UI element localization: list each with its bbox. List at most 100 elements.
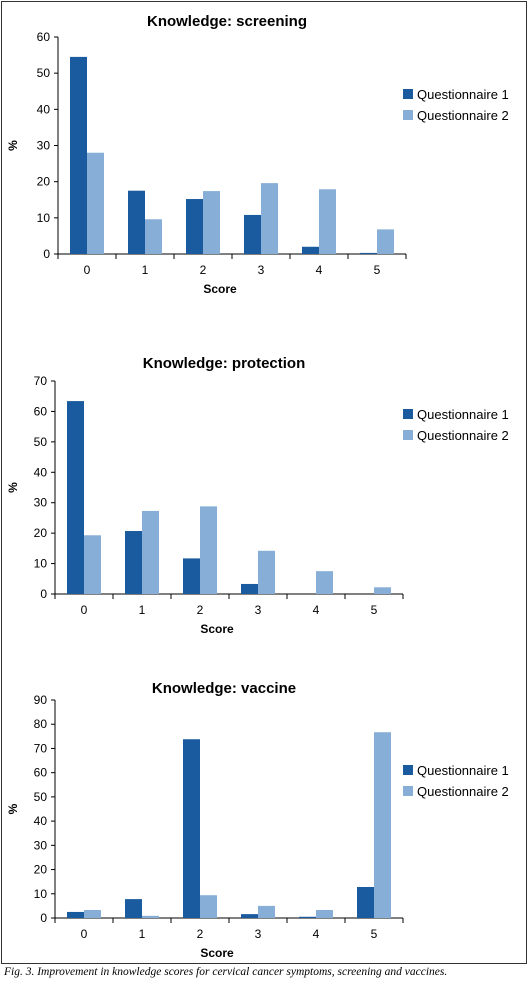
y-tick-label: 20: [34, 526, 48, 540]
x-tick-label: 5: [371, 927, 378, 941]
bar-q2-score-2: [200, 506, 217, 594]
x-tick-label: 2: [197, 927, 204, 941]
bar-q1-score-0: [67, 911, 84, 918]
x-tick-label: 0: [81, 603, 88, 617]
legend-swatch-q1: [403, 89, 413, 99]
y-axis-label: %: [6, 482, 20, 493]
legend-swatch-q1: [403, 409, 413, 419]
bar-q1-score-5: [360, 252, 377, 254]
y-tick-label: 40: [37, 102, 51, 116]
x-tick-label: 3: [255, 603, 262, 617]
y-tick-label: 40: [34, 465, 48, 479]
chart-vaccine: Knowledge: vaccine 0 10 20 30 40 50 60 70 80 90 0 1 2…: [6, 680, 509, 960]
y-tick-label: 50: [34, 435, 48, 449]
chart-title: Knowledge: screening: [147, 13, 307, 30]
x-tick-label: 2: [200, 263, 207, 277]
bar-q1-score-4: [302, 246, 319, 254]
y-tick-label: 0: [40, 911, 47, 925]
bar-q1-score-0: [70, 56, 87, 255]
legend-label-q1: Questionnaire 1: [417, 763, 509, 778]
y-tick-label: 50: [37, 66, 51, 80]
bar-q2-score-1: [142, 510, 159, 594]
bar-q2-score-4: [316, 910, 333, 918]
x-tick-label: 2: [197, 603, 204, 617]
bar-q2-score-3: [258, 905, 275, 918]
bar-q1-score-1: [125, 899, 142, 918]
legend-swatch-q2: [403, 430, 413, 440]
legend-label-q2: Questionnaire 2: [417, 428, 509, 443]
bar-q2-score-5: [374, 732, 391, 918]
bar-q1-score-2: [183, 558, 200, 594]
bar-q2-score-2: [203, 191, 220, 254]
bar-q2-score-1: [142, 915, 159, 918]
y-tick-label: 60: [37, 30, 51, 44]
bar-q2-score-5: [377, 229, 394, 254]
legend-label-q1: Questionnaire 1: [417, 407, 509, 422]
bar-q1-score-1: [128, 190, 145, 254]
y-tick-label: 60: [34, 766, 48, 780]
y-axis-label: %: [6, 803, 20, 814]
y-tick-label: 60: [34, 404, 48, 418]
legend-label-q2: Questionnaire 2: [417, 108, 509, 123]
x-axis-label: Score: [200, 946, 234, 960]
bar-q2-score-1: [145, 219, 162, 254]
y-tick-label: 70: [34, 741, 48, 755]
x-axis-label: Score: [200, 622, 234, 636]
y-tick-label: 10: [34, 887, 48, 901]
x-tick-label: 5: [371, 603, 378, 617]
x-tick-label: 5: [374, 263, 381, 277]
figure-caption: Fig. 3. Improvement in knowledge scores …: [4, 966, 448, 978]
y-tick-label: 0: [40, 587, 47, 601]
x-axis-label: Score: [203, 282, 237, 296]
chart-protection: Knowledge: protection 0 10 20 30 40 50 60 70 0 1 2 3…: [6, 355, 509, 636]
y-tick-label: 20: [37, 175, 51, 189]
y-tick-label: 0: [43, 247, 50, 261]
y-tick-label: 50: [34, 790, 48, 804]
x-tick-label: 4: [313, 603, 320, 617]
bar-q2-score-4: [319, 189, 336, 254]
bar-q2-score-5: [374, 587, 391, 594]
figure-frame: [1, 1, 527, 964]
y-tick-label: 90: [34, 693, 48, 707]
legend-swatch-q2: [403, 110, 413, 120]
y-tick-label: 30: [34, 496, 48, 510]
x-tick-label: 3: [258, 263, 265, 277]
bar-q1-score-3: [244, 214, 261, 254]
y-tick-label: 40: [34, 814, 48, 828]
y-tick-label: 70: [34, 374, 48, 388]
x-tick-label: 1: [139, 927, 146, 941]
chart-screening: Knowledge: screening 0 10 20 30 40 50 60 0 1 2 3 4 5 S…: [6, 13, 509, 296]
bar-q2-score-0: [84, 535, 101, 594]
legend-swatch-q2: [403, 786, 413, 796]
x-tick-label: 1: [139, 603, 146, 617]
y-tick-label: 20: [34, 863, 48, 877]
bar-q2-score-0: [87, 152, 104, 254]
bar-q1-score-5: [357, 886, 374, 918]
bar-q1-score-2: [183, 739, 200, 918]
x-tick-label: 1: [142, 263, 149, 277]
x-tick-label: 0: [84, 263, 91, 277]
y-tick-label: 30: [34, 838, 48, 852]
x-tick-label: 4: [313, 927, 320, 941]
bar-q2-score-2: [200, 895, 217, 918]
y-axis-label: %: [6, 140, 20, 151]
bar-q1-score-3: [241, 583, 258, 594]
bar-q2-score-0: [84, 910, 101, 918]
legend-swatch-q1: [403, 765, 413, 775]
y-tick-label: 10: [34, 557, 48, 571]
bar-q2-score-4: [316, 571, 333, 594]
bar-q1-score-2: [186, 199, 203, 254]
y-tick-label: 30: [37, 139, 51, 153]
bar-q1-score-0: [67, 401, 84, 594]
bar-q2-score-3: [261, 183, 278, 254]
legend-label-q2: Questionnaire 2: [417, 784, 509, 799]
chart-title: Knowledge: vaccine: [152, 680, 296, 697]
bar-q1-score-1: [125, 531, 142, 594]
x-tick-label: 3: [255, 927, 262, 941]
chart-title: Knowledge: protection: [143, 355, 306, 372]
x-tick-label: 4: [316, 263, 323, 277]
bar-q1-score-3: [241, 914, 258, 918]
bar-q1-score-4: [299, 916, 316, 918]
bar-q2-score-3: [258, 550, 275, 594]
x-tick-label: 0: [81, 927, 88, 941]
